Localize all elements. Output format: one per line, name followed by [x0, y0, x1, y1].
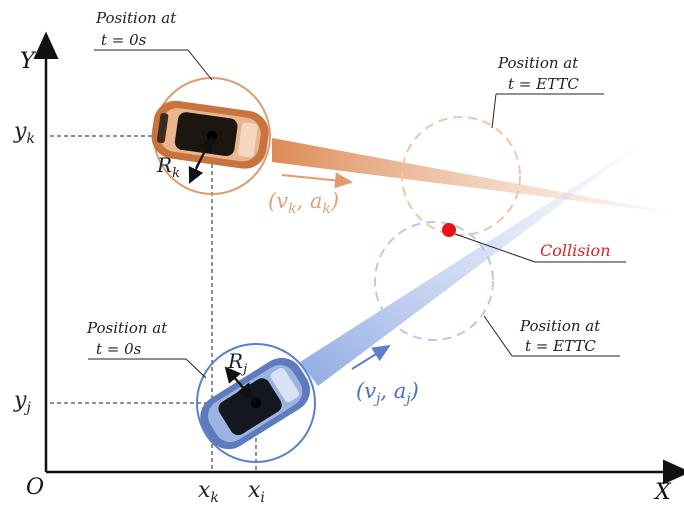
vehicle-k-start-label-line2: t = 0s: [101, 31, 147, 49]
vehicle-k-ettc-leader: [491, 93, 497, 129]
yj-label: yj: [13, 388, 31, 416]
vehicle-k-ettc-circle: [401, 116, 521, 236]
vehicle-k-velocity-arrow: [281, 172, 353, 189]
vehicle-j-radius-circle: [196, 343, 316, 463]
yk-label: yk: [13, 119, 35, 147]
vehicle-j-kinematics: (vj, aj): [356, 379, 419, 407]
y-axis-label: Y: [20, 49, 37, 74]
vehicle-k-kinematics: (vk, ak): [268, 189, 339, 217]
xk-label: xk: [198, 478, 219, 506]
vehicle-j-radius-arrow-back: [229, 371, 254, 400]
x-axis-label: X: [653, 480, 672, 505]
vehicle-j-ettc-label-line2: t = ETTC: [525, 337, 596, 355]
vehicle-k-ettc-label-line1: Position at: [497, 54, 579, 72]
xi-label: xi: [248, 478, 265, 506]
collision-label: Collision: [540, 241, 611, 260]
vehicle-k-start-leader: [187, 49, 213, 81]
origin-label: O: [26, 475, 44, 500]
vehicle-j-start-label-line1: Position at: [86, 319, 168, 337]
vehicle-k-radius-label: Rk: [156, 153, 180, 181]
vehicle-k-start-label-line1: Position at: [95, 9, 177, 27]
vehicle-j-start-leader: [185, 358, 207, 379]
trajectory-j: [300, 142, 644, 386]
vehicle-j-start-label-line2: t = 0s: [96, 340, 142, 358]
collision-leader: [454, 233, 536, 263]
vehicle-j-radius-label: Rj: [227, 349, 247, 377]
vehicle-k-radius-arrow-back: [195, 136, 213, 169]
trajectory-k: [272, 138, 680, 214]
vehicle-j-ettc-label-line1: Position at: [519, 317, 601, 335]
vehicle-j-velocity-arrow: [351, 344, 391, 370]
collision-point: [442, 223, 456, 237]
vehicle-j-ettc-circle: [374, 221, 494, 341]
vehicle-j-ettc-leader: [483, 315, 513, 357]
vehicle-k-ettc-label-line2: t = ETTC: [508, 75, 579, 93]
